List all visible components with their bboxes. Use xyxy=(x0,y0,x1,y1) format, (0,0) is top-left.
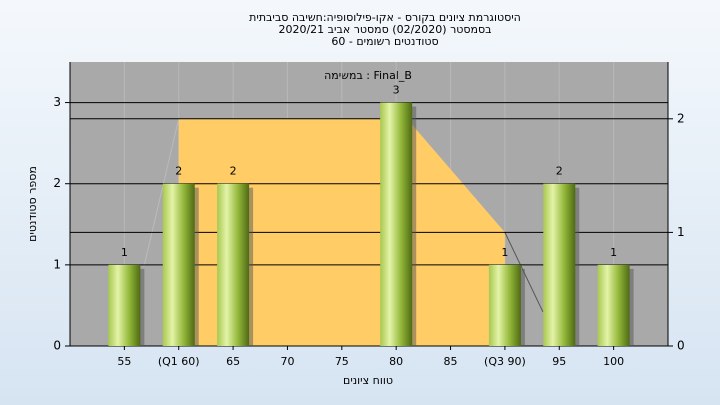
value-label: 2 xyxy=(556,165,563,178)
x-tick-label: 80 xyxy=(389,355,403,368)
x-tick-label: 65 xyxy=(226,355,240,368)
bar xyxy=(597,264,630,346)
bar xyxy=(543,183,576,346)
y2-tick-label: 1 xyxy=(677,225,685,239)
x-tick-label: 55 xyxy=(117,355,131,368)
value-label: 1 xyxy=(501,246,508,259)
value-label: 1 xyxy=(121,246,128,259)
y-tick-label: 0 xyxy=(53,339,61,353)
subtitle: במשימה : Final_B xyxy=(324,69,412,82)
value-label: 1 xyxy=(610,246,617,259)
x-tick-label: 70 xyxy=(280,355,294,368)
value-label: 3 xyxy=(393,84,400,97)
y-axis-label: מספר סטודנטים xyxy=(26,166,39,242)
bar xyxy=(217,183,250,346)
value-label: 2 xyxy=(175,165,182,178)
x-tick-label: (Q1 60) xyxy=(158,355,200,368)
y-tick-label: 2 xyxy=(53,176,61,190)
x-axis-label: טווח ציונים xyxy=(343,374,393,387)
line xyxy=(143,118,180,267)
bar xyxy=(162,183,195,346)
y2-tick-label: 0 xyxy=(677,339,685,353)
chart-title: היסטוגרמת ציונים בקורס - אקו-פילוסופיה:ח… xyxy=(249,11,521,24)
bar xyxy=(380,102,413,346)
chart-title: בסמסטר (02/2020) סמסטר אביב 2020/21 xyxy=(278,23,491,36)
y2-tick-label: 2 xyxy=(677,111,685,125)
x-tick-label: 100 xyxy=(603,355,624,368)
y-tick-label: 3 xyxy=(53,95,61,109)
value-label: 2 xyxy=(230,165,237,178)
x-tick-label: (Q3 90) xyxy=(484,355,526,368)
bar xyxy=(108,264,141,346)
x-tick-label: 75 xyxy=(335,355,349,368)
y-tick-label: 1 xyxy=(53,257,61,271)
x-tick-label: 85 xyxy=(444,355,458,368)
x-tick-label: 95 xyxy=(552,355,566,368)
chart-title: סטודנטים רשומים - 60 xyxy=(331,35,438,48)
bar xyxy=(488,264,521,346)
